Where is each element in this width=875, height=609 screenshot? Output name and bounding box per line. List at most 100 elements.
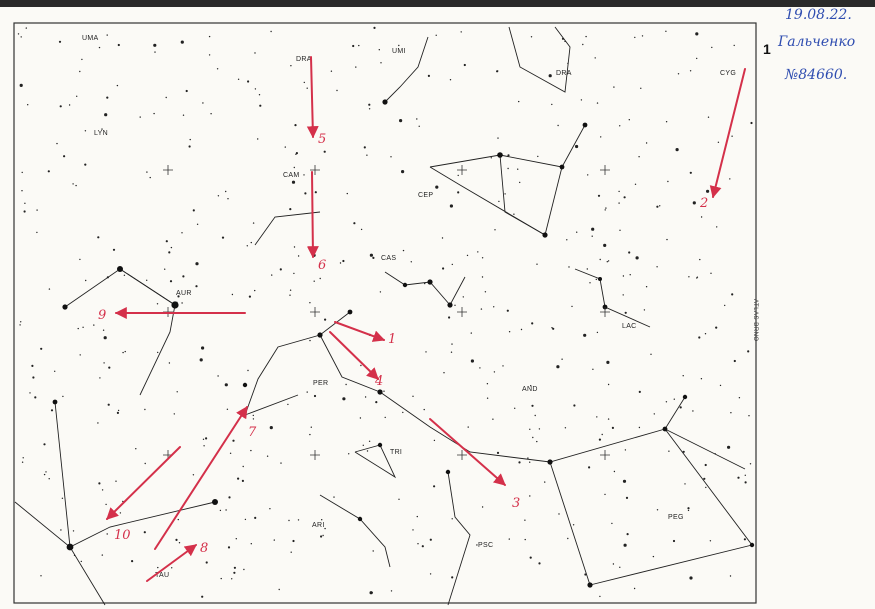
field-star [342,397,346,401]
field-star [479,367,481,369]
field-star [548,74,552,78]
field-star [309,302,311,304]
field-star [177,518,179,521]
field-star [537,155,539,158]
field-star [257,138,259,140]
meteor-label: 6 [318,258,326,273]
field-star [486,397,489,399]
field-star [221,236,225,239]
field-star [117,43,120,47]
field-star [210,113,212,115]
field-star [233,566,236,569]
field-star [530,385,532,387]
field-star [731,135,733,137]
field-star [244,518,247,521]
field-star [435,34,437,36]
field-star [596,102,599,104]
field-star [322,534,324,537]
field-star [313,394,317,398]
grid-crosses [163,165,610,460]
field-star [192,209,195,212]
field-star [623,543,627,547]
field-star [32,376,35,379]
field-star [703,477,706,480]
field-star [250,543,252,545]
constellation-label: UMA [82,35,98,42]
field-star [634,36,636,39]
field-star [330,70,333,72]
field-star [481,276,484,278]
field-star [43,473,46,476]
field-star [324,318,327,321]
field-star [613,86,615,88]
field-star [508,331,511,333]
field-star [532,436,534,439]
field-star [450,351,453,353]
field-star [228,496,231,499]
field-star [247,369,249,372]
field-star [353,222,356,225]
field-star [747,350,750,353]
field-star [182,275,185,278]
field-star [733,359,736,363]
field-star [558,513,560,515]
field-star [170,246,173,249]
meteor-label: 2 [699,196,708,211]
meteor-trail-10 [106,446,181,520]
field-star [421,545,424,548]
field-star [266,455,269,457]
field-star [202,438,205,440]
field-star [398,44,400,47]
field-star [375,401,378,404]
field-star [601,433,603,436]
field-star [597,194,601,197]
field-star [217,195,220,197]
field-star [368,108,371,110]
field-star [156,303,159,305]
meteor-trails [106,56,746,582]
field-star [529,428,531,430]
field-star [481,506,484,508]
field-star [231,578,233,580]
field-star [571,305,573,308]
field-star [476,544,478,546]
field-star [417,543,419,545]
field-star [638,426,641,429]
field-star [467,426,469,428]
field-star [278,588,280,591]
field-star [205,437,208,440]
field-star [47,170,50,173]
field-star [457,191,460,194]
field-star [181,232,183,234]
meteor-label: 7 [248,425,257,440]
meteor-label: 10 [114,528,131,543]
field-star [101,128,103,130]
field-star [687,507,690,510]
field-star [514,407,516,409]
field-star [79,70,81,73]
field-star [706,189,710,193]
field-star [611,426,615,429]
field-star [368,103,371,106]
field-star [19,324,21,326]
field-star [31,364,34,367]
field-star [360,228,363,231]
field-star [270,30,272,33]
field-star [730,412,732,414]
field-star [595,278,597,281]
field-star [700,216,703,218]
constellation-label: ARI [312,522,325,529]
field-star [309,339,311,342]
field-star [360,364,362,367]
field-star [497,137,499,139]
field-star [705,486,707,489]
field-star [727,445,731,449]
field-star [22,457,24,459]
field-star [323,150,326,153]
field-star [181,302,183,304]
field-star [519,181,521,184]
field-star [177,295,180,298]
field-star [348,453,350,455]
field-star [359,417,362,419]
field-star [106,96,109,99]
